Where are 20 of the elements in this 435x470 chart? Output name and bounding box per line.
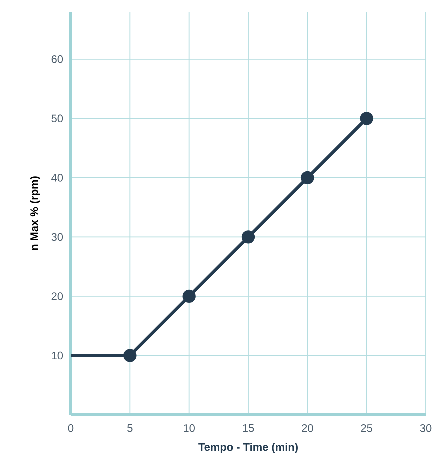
- x-tick-label: 10: [184, 424, 195, 432]
- point: [123, 349, 137, 362]
- point: [182, 290, 196, 304]
- x-tick-label: 15: [243, 424, 254, 432]
- x-tick-label: 0: [68, 424, 74, 432]
- y-tick-label: 60: [52, 56, 63, 64]
- point: [300, 171, 314, 185]
- x-tick-label: 30: [420, 424, 432, 432]
- y-tick-label: 50: [52, 114, 63, 123]
- point: [360, 112, 374, 126]
- y-tick-label: 30: [52, 233, 63, 242]
- x-tick-label: 5: [127, 424, 133, 432]
- x-axis-title: Tempo - Time (min): [198, 443, 298, 454]
- point: [242, 230, 255, 244]
- y-tick-label: 10: [52, 352, 63, 360]
- y-tick-label: 20: [52, 292, 63, 300]
- y-axis-title: n Max % (rpm): [30, 176, 40, 250]
- y-tick-label: 40: [51, 174, 63, 182]
- x-tick-label: 20: [302, 424, 314, 432]
- x-tick-label: 25: [361, 424, 372, 432]
